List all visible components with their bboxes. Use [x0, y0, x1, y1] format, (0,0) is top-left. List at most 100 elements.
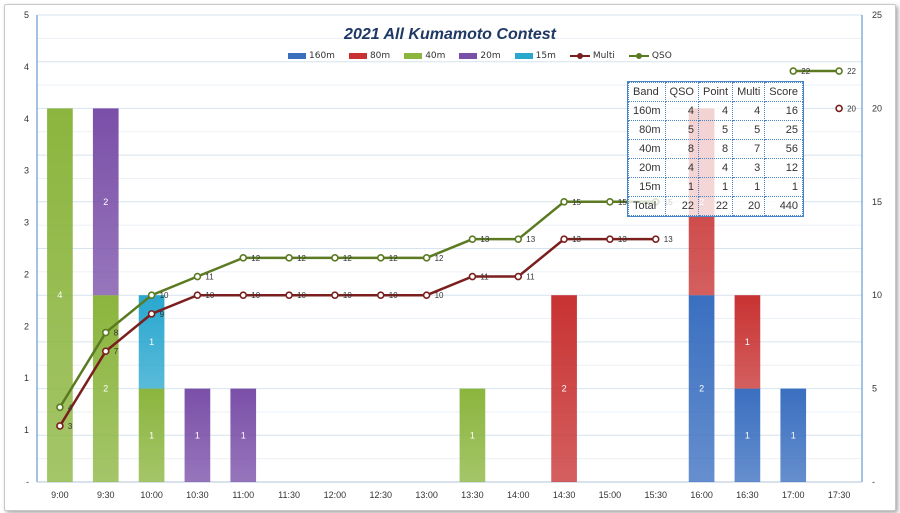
legend-swatch-multi — [569, 52, 590, 60]
summary-cell: 20m — [628, 158, 666, 178]
bar-20m — [230, 388, 257, 482]
x-axis-tick-label: 14:30 — [553, 490, 576, 500]
legend-swatch-20m — [459, 53, 478, 59]
x-axis-tick-label: 13:00 — [415, 490, 438, 500]
point-label-qso: 12 — [389, 254, 398, 263]
x-axis-tick-label: 13:30 — [461, 490, 484, 500]
x-axis-tick-label: 11:30 — [278, 490, 300, 500]
left-axis-tick-label: 3 — [24, 166, 29, 176]
x-axis-tick-label: 12:00 — [324, 490, 347, 500]
point-multi — [651, 235, 660, 243]
legend: 160m 80m 40m 20m 15m Multi QSO — [288, 50, 672, 62]
point-multi — [422, 291, 431, 300]
right-axis-tick-label: 25 — [872, 10, 882, 20]
x-axis-tick-label: 14:00 — [507, 490, 530, 500]
legend-label-15m: 15m — [535, 51, 556, 61]
point-label-qso: 15 — [618, 198, 627, 207]
point-qso — [468, 235, 477, 243]
point-label-qso: 8 — [114, 329, 119, 338]
point-multi — [376, 291, 385, 300]
bar-label-160m: 1 — [745, 430, 750, 440]
bar-40m — [138, 388, 165, 482]
x-axis-tick-label: 16:00 — [690, 490, 713, 500]
point-qso — [560, 198, 568, 206]
point-multi — [56, 422, 64, 430]
point-label-multi: 13 — [618, 235, 627, 244]
point-multi — [835, 104, 843, 113]
line-qso — [58, 200, 656, 408]
summary-cell: 7 — [732, 139, 766, 159]
bar-label-40m: 1 — [149, 430, 154, 440]
point-label-qso: 12 — [343, 254, 352, 263]
point-qso — [193, 272, 202, 281]
legend-item-multi: Multi — [569, 50, 615, 62]
point-multi — [193, 291, 202, 300]
legend-label-multi: Multi — [592, 51, 615, 61]
summary-cell: 40m — [628, 139, 666, 159]
point-qso — [331, 254, 339, 262]
point-label-multi: 13 — [664, 235, 673, 244]
left-axis-tick-label: 1 — [24, 425, 29, 435]
point-multi — [606, 235, 614, 243]
bar-label-160m: 1 — [791, 430, 796, 440]
legend-item-80m: 80m — [348, 50, 390, 62]
point-label-multi: 20 — [847, 104, 856, 113]
summary-cell: 4 — [664, 101, 699, 121]
legend-label-20m: 20m — [480, 51, 501, 61]
summary-header-cell: Multi — [732, 82, 766, 102]
bar-160m — [780, 388, 807, 482]
bar-label-20m: 1 — [195, 430, 200, 440]
summary-cell: 5 — [664, 120, 699, 140]
bar-80m — [551, 295, 577, 482]
left-axis-tick-label: 4 — [24, 114, 29, 124]
legend-item-qso: QSO — [628, 50, 672, 62]
point-qso — [285, 254, 293, 262]
point-qso — [606, 198, 614, 206]
bar-label-160m: 2 — [699, 384, 704, 394]
point-label-qso: 4 — [68, 403, 73, 412]
point-label-multi: 10 — [251, 291, 260, 300]
point-multi — [331, 291, 339, 300]
point-multi — [560, 235, 568, 243]
point-multi — [468, 272, 477, 281]
point-label-qso: 12 — [435, 254, 444, 263]
summary-row: 20m 4 4 3 12 — [628, 158, 804, 178]
summary-cell: 8 — [664, 139, 699, 159]
legend-item-160m: 160m — [288, 50, 335, 62]
summary-cell: 1 — [697, 177, 734, 197]
point-label-multi: 10 — [435, 291, 444, 300]
point-label-multi: 10 — [389, 291, 398, 300]
summary-cell: 56 — [764, 139, 804, 159]
right-axis-tick-label: - — [872, 477, 875, 487]
legend-label-160m: 160m — [309, 51, 335, 61]
x-axis-tick-label: 11:00 — [232, 490, 254, 500]
left-axis-tick-label: - — [26, 477, 29, 487]
x-axis-tick-label: 17:30 — [828, 490, 851, 500]
point-qso — [56, 403, 64, 412]
point-label-multi: 13 — [572, 235, 581, 244]
bar-40m — [47, 108, 73, 483]
point-label-multi: 3 — [68, 422, 73, 431]
summary-cell: 1 — [764, 177, 804, 197]
point-qso — [422, 254, 431, 262]
summary-cell: 1 — [664, 177, 699, 197]
legend-swatch-80m — [348, 53, 367, 59]
x-axis-tick-label: 10:30 — [186, 490, 209, 500]
summary-header-cell: Band — [628, 82, 666, 102]
point-qso — [514, 235, 523, 243]
summary-cell: 15m — [628, 177, 666, 197]
point-label-qso: 22 — [801, 67, 810, 76]
legend-item-20m: 20m — [459, 50, 501, 62]
left-axis-tick-label: 4 — [24, 62, 29, 72]
bar-label-40m: 1 — [470, 430, 475, 440]
bar-label-20m: 1 — [241, 430, 246, 440]
left-axis-tick-label: 2 — [24, 269, 29, 279]
point-multi — [514, 272, 523, 281]
summary-header-cell: QSO — [664, 82, 699, 102]
chart-title: 2021 All Kumamoto Contest — [344, 26, 556, 43]
summary-cell: Total — [628, 196, 666, 216]
left-axis-tick-label: 1 — [24, 373, 29, 383]
bar-label-80m: 1 — [745, 337, 750, 347]
point-qso — [101, 328, 110, 337]
point-multi — [285, 291, 293, 300]
